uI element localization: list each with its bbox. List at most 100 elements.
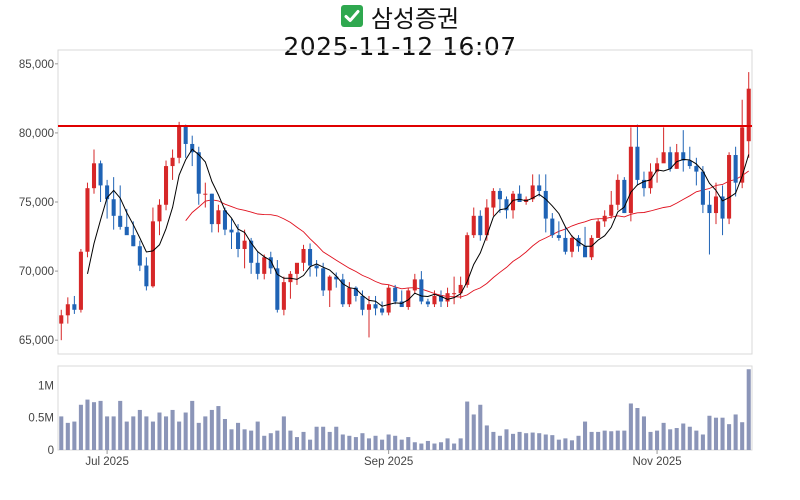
volume-bar: [229, 429, 234, 450]
volume-bar: [105, 416, 110, 450]
volume-bar: [177, 421, 182, 450]
volume-bar: [170, 409, 175, 450]
candle-body: [190, 143, 195, 153]
price-tick-label: 85,000: [19, 59, 54, 71]
volume-bar: [602, 430, 607, 450]
candle-body: [517, 193, 522, 202]
moving-average-20-line: [185, 170, 749, 298]
candle-body: [236, 232, 241, 249]
volume-bar: [216, 406, 221, 450]
volume-bar: [543, 434, 548, 450]
candle-body: [700, 171, 705, 205]
volume-bar: [321, 426, 326, 450]
volume-bar: [268, 433, 273, 450]
candle-body: [687, 160, 692, 167]
candle-body: [569, 237, 574, 252]
candle-body: [111, 199, 116, 216]
candle-body: [668, 152, 673, 169]
volume-bar: [563, 438, 568, 450]
volume-bar: [530, 432, 535, 450]
volume-bar: [452, 443, 457, 450]
candle-body: [334, 276, 339, 280]
candle-body: [268, 257, 273, 269]
volume-bar: [380, 439, 385, 450]
candle-body: [255, 262, 260, 274]
volume-panel-frame: [57, 365, 753, 451]
volume-bar: [648, 431, 653, 450]
volume-bar: [131, 416, 136, 450]
price-tick-label: 65,000: [19, 335, 54, 347]
candle-body: [628, 146, 633, 214]
volume-bar: [661, 422, 666, 450]
title-row: 삼성증권: [0, 0, 800, 33]
candle-body: [144, 265, 149, 287]
candle-body: [635, 146, 640, 180]
volume-bar: [236, 422, 241, 450]
volume-bar: [478, 404, 483, 450]
volume-bar: [491, 431, 496, 450]
candle-body: [65, 304, 70, 316]
volume-bar: [91, 402, 97, 450]
volume-bar: [504, 429, 509, 450]
candle-body: [183, 126, 188, 144]
candle-body: [471, 215, 476, 236]
candle-body: [615, 179, 620, 205]
volume-bar: [118, 400, 123, 450]
volume-bar: [308, 439, 313, 450]
candle-body: [150, 221, 155, 287]
volume-bar: [668, 429, 673, 450]
candle-body: [497, 190, 502, 200]
candle-body: [641, 179, 647, 189]
volume-bar: [713, 417, 719, 450]
x-tick-label: Jul 2025: [85, 456, 128, 468]
volume-bar: [497, 435, 502, 450]
volume-bar: [524, 433, 529, 450]
volume-bar: [288, 430, 293, 450]
volume-bar: [425, 440, 430, 450]
candle-body: [661, 152, 666, 164]
candle-body: [733, 155, 738, 183]
candle-body: [412, 279, 417, 291]
candle-body: [720, 196, 725, 219]
candle-body: [203, 193, 208, 195]
candle-body: [537, 185, 542, 191]
candle-body: [530, 185, 535, 200]
volume-bar: [85, 399, 90, 450]
candle-body: [563, 237, 568, 252]
volume-bar: [157, 412, 162, 450]
candle-body: [465, 235, 470, 285]
candle-body: [216, 210, 221, 225]
candle-body: [163, 166, 169, 205]
candle-body: [124, 226, 129, 236]
candle-body: [72, 304, 77, 310]
volume-bar: [609, 431, 614, 450]
volume-bar: [124, 421, 129, 450]
candle-body: [491, 190, 496, 208]
candle-body: [91, 163, 97, 189]
price-tick-label: 80,000: [19, 128, 54, 140]
volume-panel: 0 0.5M 1M: [28, 365, 753, 457]
candle-body: [740, 127, 745, 183]
candle-body: [242, 240, 247, 249]
candle-body: [360, 295, 365, 310]
candle-body: [596, 221, 601, 238]
price-tick-label: 75,000: [19, 197, 54, 209]
volume-bar: [137, 409, 142, 450]
volume-bar: [314, 426, 319, 450]
volume-bar: [222, 418, 227, 450]
volume-bar: [615, 430, 620, 450]
volume-bar: [373, 435, 378, 450]
chart-datetime: 2025-11-12 16:07: [283, 32, 517, 61]
volume-bar: [59, 416, 64, 450]
volume-bar: [641, 416, 647, 450]
candle-body: [504, 199, 509, 211]
volume-bar: [471, 414, 476, 450]
candle-body: [262, 257, 267, 274]
candle-body: [321, 268, 326, 291]
x-tick-label: Sep 2025: [364, 456, 413, 468]
volume-bar: [209, 409, 214, 450]
volume-bar: [746, 369, 751, 450]
volume-bar: [622, 430, 627, 450]
volume-bar: [700, 434, 705, 450]
volume-bar: [255, 421, 260, 450]
